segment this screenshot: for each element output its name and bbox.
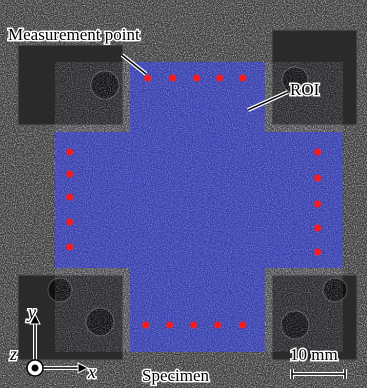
z-axis-label: z <box>9 344 17 364</box>
scale-label: 10 mm <box>290 345 338 364</box>
image: Measurement point ROI Specimen 10 mm y z… <box>0 0 367 388</box>
x-axis-label: x <box>87 362 96 382</box>
measurement-point-label: Measurement point <box>8 25 140 44</box>
y-axis-label: y <box>26 302 36 322</box>
roi-label: ROI <box>290 80 320 99</box>
specimen-label: Specimen <box>142 366 210 385</box>
